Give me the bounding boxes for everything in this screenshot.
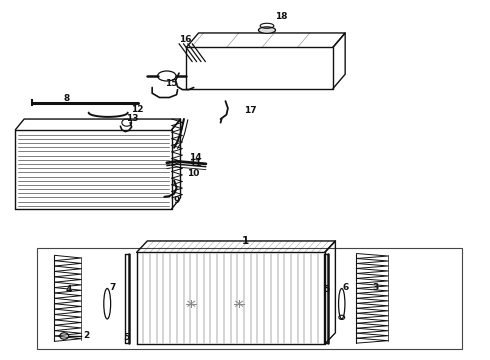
Text: 7: 7	[109, 283, 115, 292]
Text: 17: 17	[244, 105, 256, 114]
Text: 11: 11	[189, 159, 201, 168]
Text: 5: 5	[323, 285, 329, 294]
Text: 10: 10	[188, 169, 200, 178]
Text: 2: 2	[83, 332, 89, 341]
Text: 4: 4	[66, 285, 73, 294]
Text: 6: 6	[343, 283, 349, 292]
Text: 12: 12	[131, 105, 144, 114]
Text: 14: 14	[189, 153, 201, 162]
Text: 3: 3	[373, 283, 379, 292]
Text: 13: 13	[126, 114, 139, 123]
Text: 9: 9	[173, 196, 180, 205]
Text: 1: 1	[242, 236, 248, 246]
Text: 16: 16	[179, 35, 192, 44]
Text: 8: 8	[64, 94, 70, 103]
Text: 5: 5	[123, 333, 130, 342]
Text: 18: 18	[275, 12, 288, 21]
Text: 15: 15	[166, 79, 178, 88]
Ellipse shape	[258, 27, 275, 33]
